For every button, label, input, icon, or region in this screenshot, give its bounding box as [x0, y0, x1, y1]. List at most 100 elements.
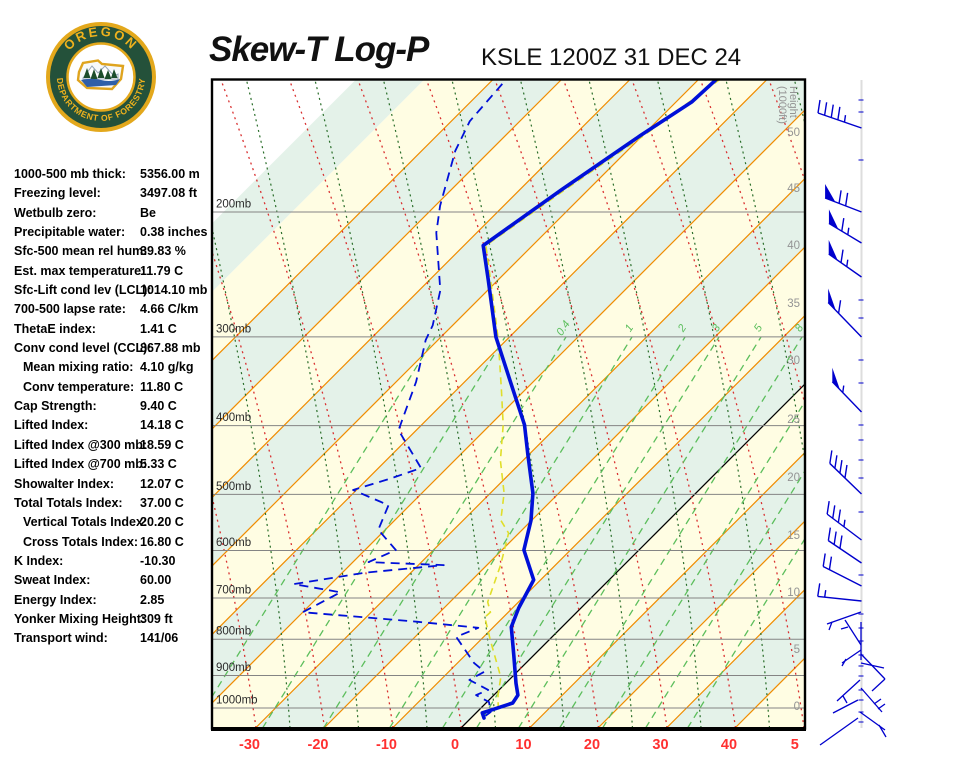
height-tick-label: 35 — [787, 298, 800, 310]
index-value: 141/06 — [140, 631, 179, 646]
moist-adiabat-line — [656, 80, 771, 728]
index-row: Cross Totals Index: 16.80 C — [14, 535, 219, 554]
light-wind-barb-segment — [836, 679, 861, 702]
index-row: Precipitable water: 0.38 inches — [14, 225, 219, 244]
isotherm-line — [213, 80, 493, 361]
index-label: Conv cond level (CCL): — [14, 341, 152, 356]
wind-barb — [827, 527, 862, 564]
index-label: Est. max temperature: — [14, 263, 146, 278]
index-value: 11.79 C — [140, 263, 184, 278]
moist-adiabat-line — [245, 80, 360, 728]
light-wind-barb-segment — [832, 699, 859, 714]
height-tick-label: 40 — [787, 240, 800, 252]
temperature-tick-label: -10 — [376, 737, 397, 753]
oregon-state-emblem — [76, 59, 125, 91]
index-label: Freezing level: — [14, 186, 101, 201]
index-value: 16.80 C — [140, 534, 184, 549]
moist-adiabat-line — [588, 80, 702, 728]
isotherm-line — [213, 80, 699, 566]
mixing-ratio-line — [687, 538, 804, 728]
index-label: 700-500 lapse rate: — [14, 302, 126, 317]
height-tick-label: 0 — [794, 701, 800, 713]
x-axis-bar — [211, 727, 806, 731]
index-row: Vertical Totals Index: 20.20 C — [14, 515, 219, 534]
pressure-label: 400mb — [216, 412, 251, 424]
index-row: Total Totals Index: 37.00 C — [14, 496, 219, 515]
index-label: Conv temperature: — [23, 379, 135, 394]
height-axis-title-line1: Height — [787, 86, 799, 118]
index-value: 18.59 C — [140, 437, 184, 452]
index-label: Precipitable water: — [14, 225, 126, 240]
mixing-ratio-line — [262, 336, 506, 728]
wind-barb — [829, 450, 862, 495]
page-title: Skew-T Log-P — [209, 30, 429, 69]
height-tick-label: 20 — [787, 472, 800, 484]
light-wind-barb-segment — [877, 703, 886, 710]
isotherm-band — [803, 727, 804, 728]
wind-barb — [828, 209, 862, 244]
pressure-label: 1000mb — [216, 694, 258, 706]
index-value: 5.33 C — [140, 457, 177, 472]
index-label: Transport wind: — [14, 631, 108, 646]
index-value: Be — [140, 205, 156, 220]
light-wind-barb-segment — [842, 695, 848, 704]
isotherm-line — [255, 178, 804, 728]
index-row: Lifted Index @300 mb: 18.59 C — [14, 438, 219, 457]
index-row: 1000-500 mb thick: 5356.00 m — [14, 167, 219, 186]
index-value: 1.41 C — [140, 321, 177, 336]
index-row: K Index: -10.30 — [14, 554, 219, 573]
wind-barb — [831, 367, 863, 413]
index-value: 1014.10 mb — [140, 283, 208, 298]
isotherm-line — [213, 80, 767, 635]
index-label: Yonker Mixing Height: — [14, 611, 146, 626]
temperature-tick-label: -30 — [239, 737, 260, 753]
index-value: 14.18 C — [140, 418, 184, 433]
temperature-tick-label: 5 — [791, 737, 799, 753]
wind-barb — [826, 501, 862, 541]
index-row: 700-500 lapse rate: 4.66 C/km — [14, 302, 219, 321]
wind-barb — [824, 184, 862, 213]
index-row: Lifted Index @700 mb: 5.33 C — [14, 457, 219, 476]
height-tick-label: 15 — [787, 530, 800, 542]
index-row: Lifted Index: 14.18 C — [14, 418, 219, 437]
index-row: Freezing level: 3497.08 ft — [14, 186, 219, 205]
index-value: 867.88 mb — [140, 341, 201, 356]
index-label: Vertical Totals Index: — [23, 515, 148, 530]
oregon-dept-forestry-logo: OREGON DEPARTMENT OF FORESTRY — [46, 22, 156, 132]
isotherm-line — [213, 80, 630, 498]
light-wind-barb-segment — [844, 619, 862, 646]
mixing-ratio-line — [518, 336, 762, 728]
isotherm-line — [213, 80, 562, 429]
index-row: Sfc-500 mean rel hum: 39.83 % — [14, 244, 219, 263]
index-value: 0.38 inches — [140, 225, 208, 240]
index-label: 1000-500 mb thick: — [14, 167, 126, 181]
index-label: Total Totals Index: — [14, 495, 123, 510]
index-value: 9.40 C — [140, 399, 177, 414]
index-label: Lifted Index: — [14, 418, 89, 433]
indices-panel: 1000-500 mb thick: 5356.00 m Freezing leve… — [14, 167, 219, 651]
light-wind-barb-segment — [840, 626, 849, 630]
height-tick-label: 10 — [787, 587, 800, 599]
index-value: -10.30 — [140, 553, 176, 568]
height-axis-title-line2: (1000ft) — [776, 86, 788, 124]
index-row: Showalter Index: 12.07 C — [14, 477, 219, 496]
height-axis-title: Height (1000ft) — [776, 86, 799, 124]
mixing-ratio-line — [476, 336, 720, 728]
index-value: 4.10 g/kg — [140, 360, 194, 375]
index-label: ThetaE index: — [14, 321, 96, 336]
moist-adiabat-line — [519, 80, 634, 728]
temperature-tick-label: 0 — [451, 737, 459, 753]
mixing-ratio-label: 1 — [623, 322, 636, 334]
mixing-ratio-line — [602, 401, 804, 728]
index-value: 20.20 C — [140, 515, 184, 530]
pressure-label: 600mb — [216, 537, 251, 549]
index-value: 60.00 — [140, 573, 172, 588]
light-wind-barb-segment — [860, 653, 886, 680]
index-value: 39.83 % — [140, 244, 186, 259]
temperature-tick-label: 10 — [515, 737, 531, 753]
wind-barb — [822, 553, 862, 587]
pressure-label: 200mb — [216, 198, 251, 210]
wind-barb — [827, 288, 863, 338]
isotherm-line — [323, 247, 804, 728]
index-value: 3497.08 ft — [140, 186, 197, 201]
